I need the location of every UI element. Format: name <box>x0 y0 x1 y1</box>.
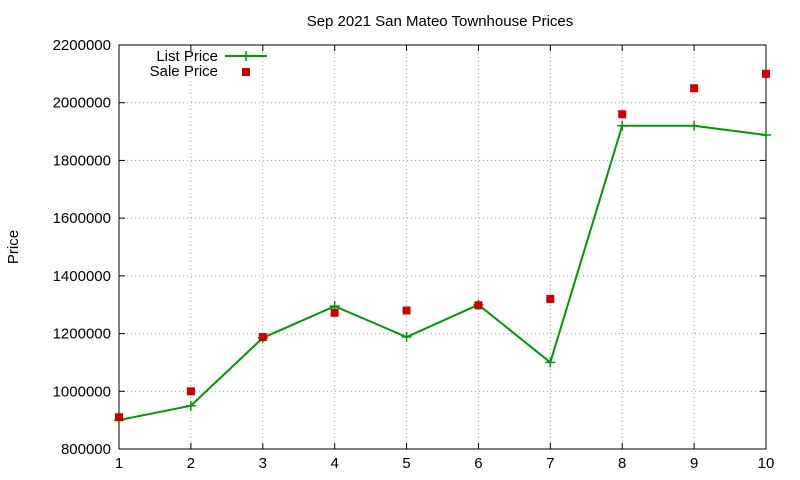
y-tick-label: 2200000 <box>53 37 111 54</box>
legend-label-sale-price: Sale Price <box>150 63 218 80</box>
y-tick-label: 2000000 <box>53 95 111 112</box>
x-tick-label: 7 <box>546 455 554 472</box>
x-tick-label: 6 <box>474 455 482 472</box>
y-tick-label: 1400000 <box>53 268 111 285</box>
sale-price-point <box>762 69 770 78</box>
list-price-line <box>118 124 767 422</box>
legend-label-list-price: List Price <box>156 48 218 65</box>
legend-marker-list-price <box>241 51 251 61</box>
series <box>114 69 771 426</box>
list-price-point <box>689 120 700 131</box>
sale-price-point <box>474 301 483 310</box>
y-tick-label: 800000 <box>61 441 111 458</box>
sale-price-point <box>690 84 699 93</box>
sale-price-point <box>258 333 267 342</box>
list-price-point <box>185 400 196 411</box>
sale-price-point <box>115 413 123 422</box>
list-price-point <box>545 357 556 368</box>
list-price-point <box>761 130 771 141</box>
legend-marker-sale-price <box>242 68 250 76</box>
x-tick-label: 2 <box>187 455 195 472</box>
sale-price-point <box>402 306 411 315</box>
x-tick-label: 10 <box>758 455 775 472</box>
axis-ticks: 800000 1000000 1200000 1400000 1600000 180000… <box>53 37 775 472</box>
x-tick-label: 8 <box>618 455 626 472</box>
grid <box>119 45 766 449</box>
sale-price-point <box>330 308 339 317</box>
sale-price-point <box>186 387 195 396</box>
x-tick-label: 4 <box>330 455 338 472</box>
y-tick-label: 1600000 <box>53 210 111 227</box>
y-tick-label: 1800000 <box>53 152 111 169</box>
y-axis-label: Price <box>5 230 22 264</box>
list-price-point <box>401 332 412 343</box>
y-tick-label: 1000000 <box>53 383 111 400</box>
x-tick-label: 5 <box>402 455 410 472</box>
legend: List Price Sale Price <box>150 48 267 80</box>
plot-border <box>118 44 767 450</box>
list-price-point <box>617 120 628 131</box>
sale-price-point <box>618 110 627 119</box>
sale-price-point <box>546 294 555 303</box>
x-tick-label: 3 <box>259 455 267 472</box>
x-tick-label: 9 <box>690 455 698 472</box>
y-tick-label: 1200000 <box>53 326 111 343</box>
chart-title: Sep 2021 San Mateo Townhouse Prices <box>307 13 574 30</box>
x-tick-label: 1 <box>115 455 123 472</box>
